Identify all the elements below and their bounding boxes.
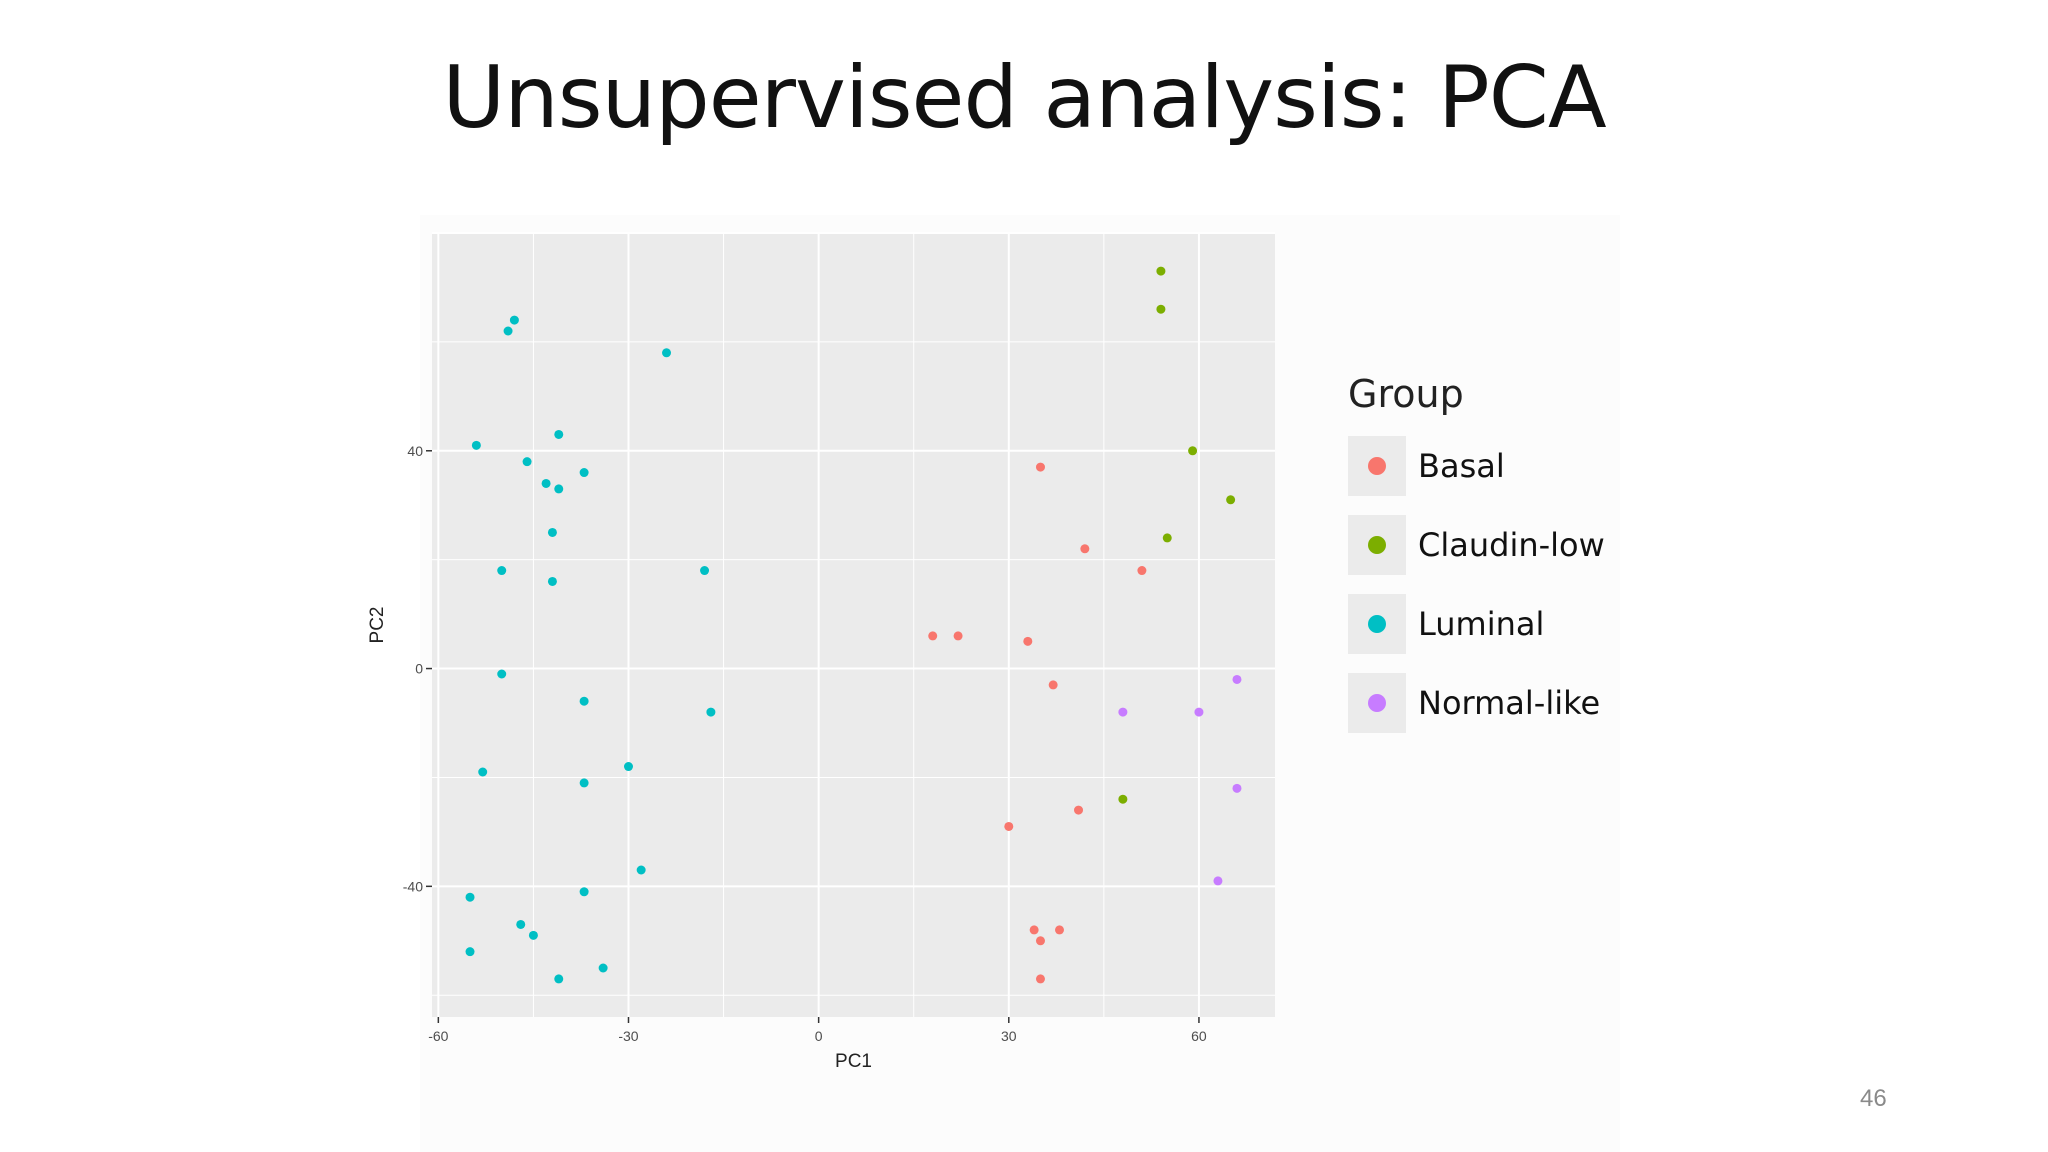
y-axis-label: PC2	[367, 607, 388, 644]
legend-key	[1348, 594, 1406, 654]
plot-panel	[432, 233, 1275, 1017]
legend-dot-luminal	[1368, 615, 1386, 633]
point-luminal	[509, 315, 519, 325]
point-luminal	[598, 963, 608, 973]
legend-key	[1348, 673, 1406, 733]
legend-item-normal-like: Normal-like	[1348, 673, 1605, 733]
point-luminal	[579, 778, 589, 788]
point-basal	[1048, 680, 1058, 690]
pca-scatter-plot: -60 -30 0 30 60 -40 0 40 PC1 PC2	[367, 232, 1275, 1072]
point-luminal	[503, 326, 513, 336]
point-basal	[1035, 974, 1045, 984]
legend-dot-normal-like	[1368, 694, 1386, 712]
point-claudin-low	[1118, 794, 1128, 804]
point-luminal	[465, 947, 475, 957]
legend-dot-claudin-low	[1368, 536, 1386, 554]
point-claudin-low	[1162, 533, 1172, 543]
axes: -60 -30 0 30 60 -40 0 40	[403, 443, 1207, 1044]
point-basal	[1035, 936, 1045, 946]
legend-dot-basal	[1368, 457, 1386, 475]
legend: Group Basal Claudin-low Luminal Normal-l…	[1348, 372, 1605, 752]
x-tick-label: 0	[815, 1028, 823, 1044]
point-luminal	[706, 707, 716, 717]
point-luminal	[554, 429, 564, 439]
point-normal-like	[1232, 674, 1242, 684]
page-number: 46	[1860, 1085, 1887, 1112]
point-luminal	[579, 468, 589, 478]
point-normal-like	[1213, 876, 1223, 886]
point-luminal	[522, 457, 532, 467]
legend-label-luminal: Luminal	[1418, 605, 1545, 643]
point-basal	[928, 631, 938, 641]
major-gridlines	[432, 232, 1275, 1017]
point-basal	[1054, 925, 1064, 935]
legend-label-normal-like: Normal-like	[1418, 684, 1601, 722]
legend-key	[1348, 515, 1406, 575]
point-claudin-low	[1156, 304, 1166, 314]
point-luminal	[516, 919, 526, 929]
point-basal	[1035, 462, 1045, 472]
legend-key	[1348, 436, 1406, 496]
point-luminal	[497, 566, 507, 576]
point-luminal	[579, 696, 589, 706]
point-normal-like	[1118, 707, 1128, 717]
legend-title: Group	[1348, 372, 1464, 416]
minor-gridlines	[432, 233, 1275, 1017]
y-tick-label: 0	[415, 661, 423, 677]
point-claudin-low	[1226, 495, 1236, 505]
point-luminal	[471, 440, 481, 450]
point-basal	[953, 631, 963, 641]
point-basal	[1004, 821, 1014, 831]
point-normal-like	[1194, 707, 1204, 717]
legend-item-claudin-low: Claudin-low	[1348, 515, 1605, 575]
data-points	[465, 266, 1242, 984]
point-luminal	[528, 930, 538, 940]
legend-label-basal: Basal	[1418, 447, 1505, 485]
y-tick-label: -40	[403, 878, 423, 894]
legend-label-claudin-low: Claudin-low	[1418, 526, 1605, 564]
point-claudin-low	[1188, 446, 1198, 456]
point-basal	[1137, 566, 1147, 576]
point-luminal	[662, 348, 672, 358]
point-basal	[1074, 805, 1084, 815]
point-luminal	[554, 484, 564, 494]
point-luminal	[554, 974, 564, 984]
point-normal-like	[1232, 783, 1242, 793]
point-basal	[1080, 544, 1090, 554]
point-luminal	[547, 527, 557, 537]
legend-item-basal: Basal	[1348, 436, 1605, 496]
point-luminal	[497, 669, 507, 679]
legend-item-luminal: Luminal	[1348, 594, 1605, 654]
point-luminal	[636, 865, 646, 875]
point-basal	[1023, 636, 1033, 646]
x-tick-label: -30	[618, 1028, 638, 1044]
point-luminal	[623, 762, 633, 772]
x-axis-label: PC1	[835, 1051, 872, 1072]
point-luminal	[478, 767, 488, 777]
point-luminal	[547, 576, 557, 586]
point-luminal	[541, 478, 551, 488]
point-luminal	[465, 892, 475, 902]
x-tick-label: 60	[1191, 1028, 1207, 1044]
y-tick-label: 40	[407, 443, 423, 459]
point-claudin-low	[1156, 266, 1166, 276]
point-luminal	[579, 887, 589, 897]
x-tick-label: -60	[428, 1028, 448, 1044]
slide-title: Unsupervised analysis: PCA	[442, 48, 1606, 148]
point-basal	[1029, 925, 1039, 935]
point-luminal	[700, 566, 710, 576]
x-tick-label: 30	[1001, 1028, 1017, 1044]
